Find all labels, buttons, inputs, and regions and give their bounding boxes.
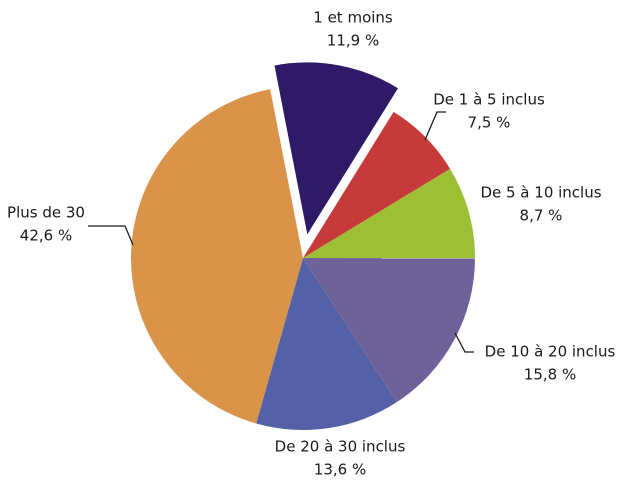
pie-slice bbox=[274, 62, 398, 235]
slice-value-label: 7,5 % bbox=[468, 114, 511, 132]
slice-label: De 1 à 5 inclus bbox=[433, 91, 545, 109]
leader-line bbox=[88, 225, 134, 246]
slice-label: De 10 à 20 inclus bbox=[485, 343, 616, 361]
pie-slice bbox=[256, 258, 397, 431]
leader-line bbox=[424, 111, 446, 141]
pie-slice bbox=[303, 111, 451, 259]
slice-label: De 20 à 30 inclus bbox=[275, 438, 406, 456]
slice-value-label: 13,6 % bbox=[314, 461, 366, 479]
slice-label: Plus de 30 bbox=[7, 204, 85, 222]
pie-slice bbox=[130, 89, 303, 424]
leader-line bbox=[454, 332, 474, 353]
slice-label: 1 et moins bbox=[313, 9, 393, 27]
slice-value-label: 11,9 % bbox=[327, 32, 379, 50]
pie-slice bbox=[303, 168, 475, 259]
slice-value-label: 15,8 % bbox=[524, 366, 576, 384]
slice-value-label: 42,6 % bbox=[20, 227, 72, 245]
pie-slice bbox=[303, 258, 475, 403]
slice-value-label: 8,7 % bbox=[520, 207, 563, 225]
slice-label: De 5 à 10 inclus bbox=[480, 184, 601, 202]
